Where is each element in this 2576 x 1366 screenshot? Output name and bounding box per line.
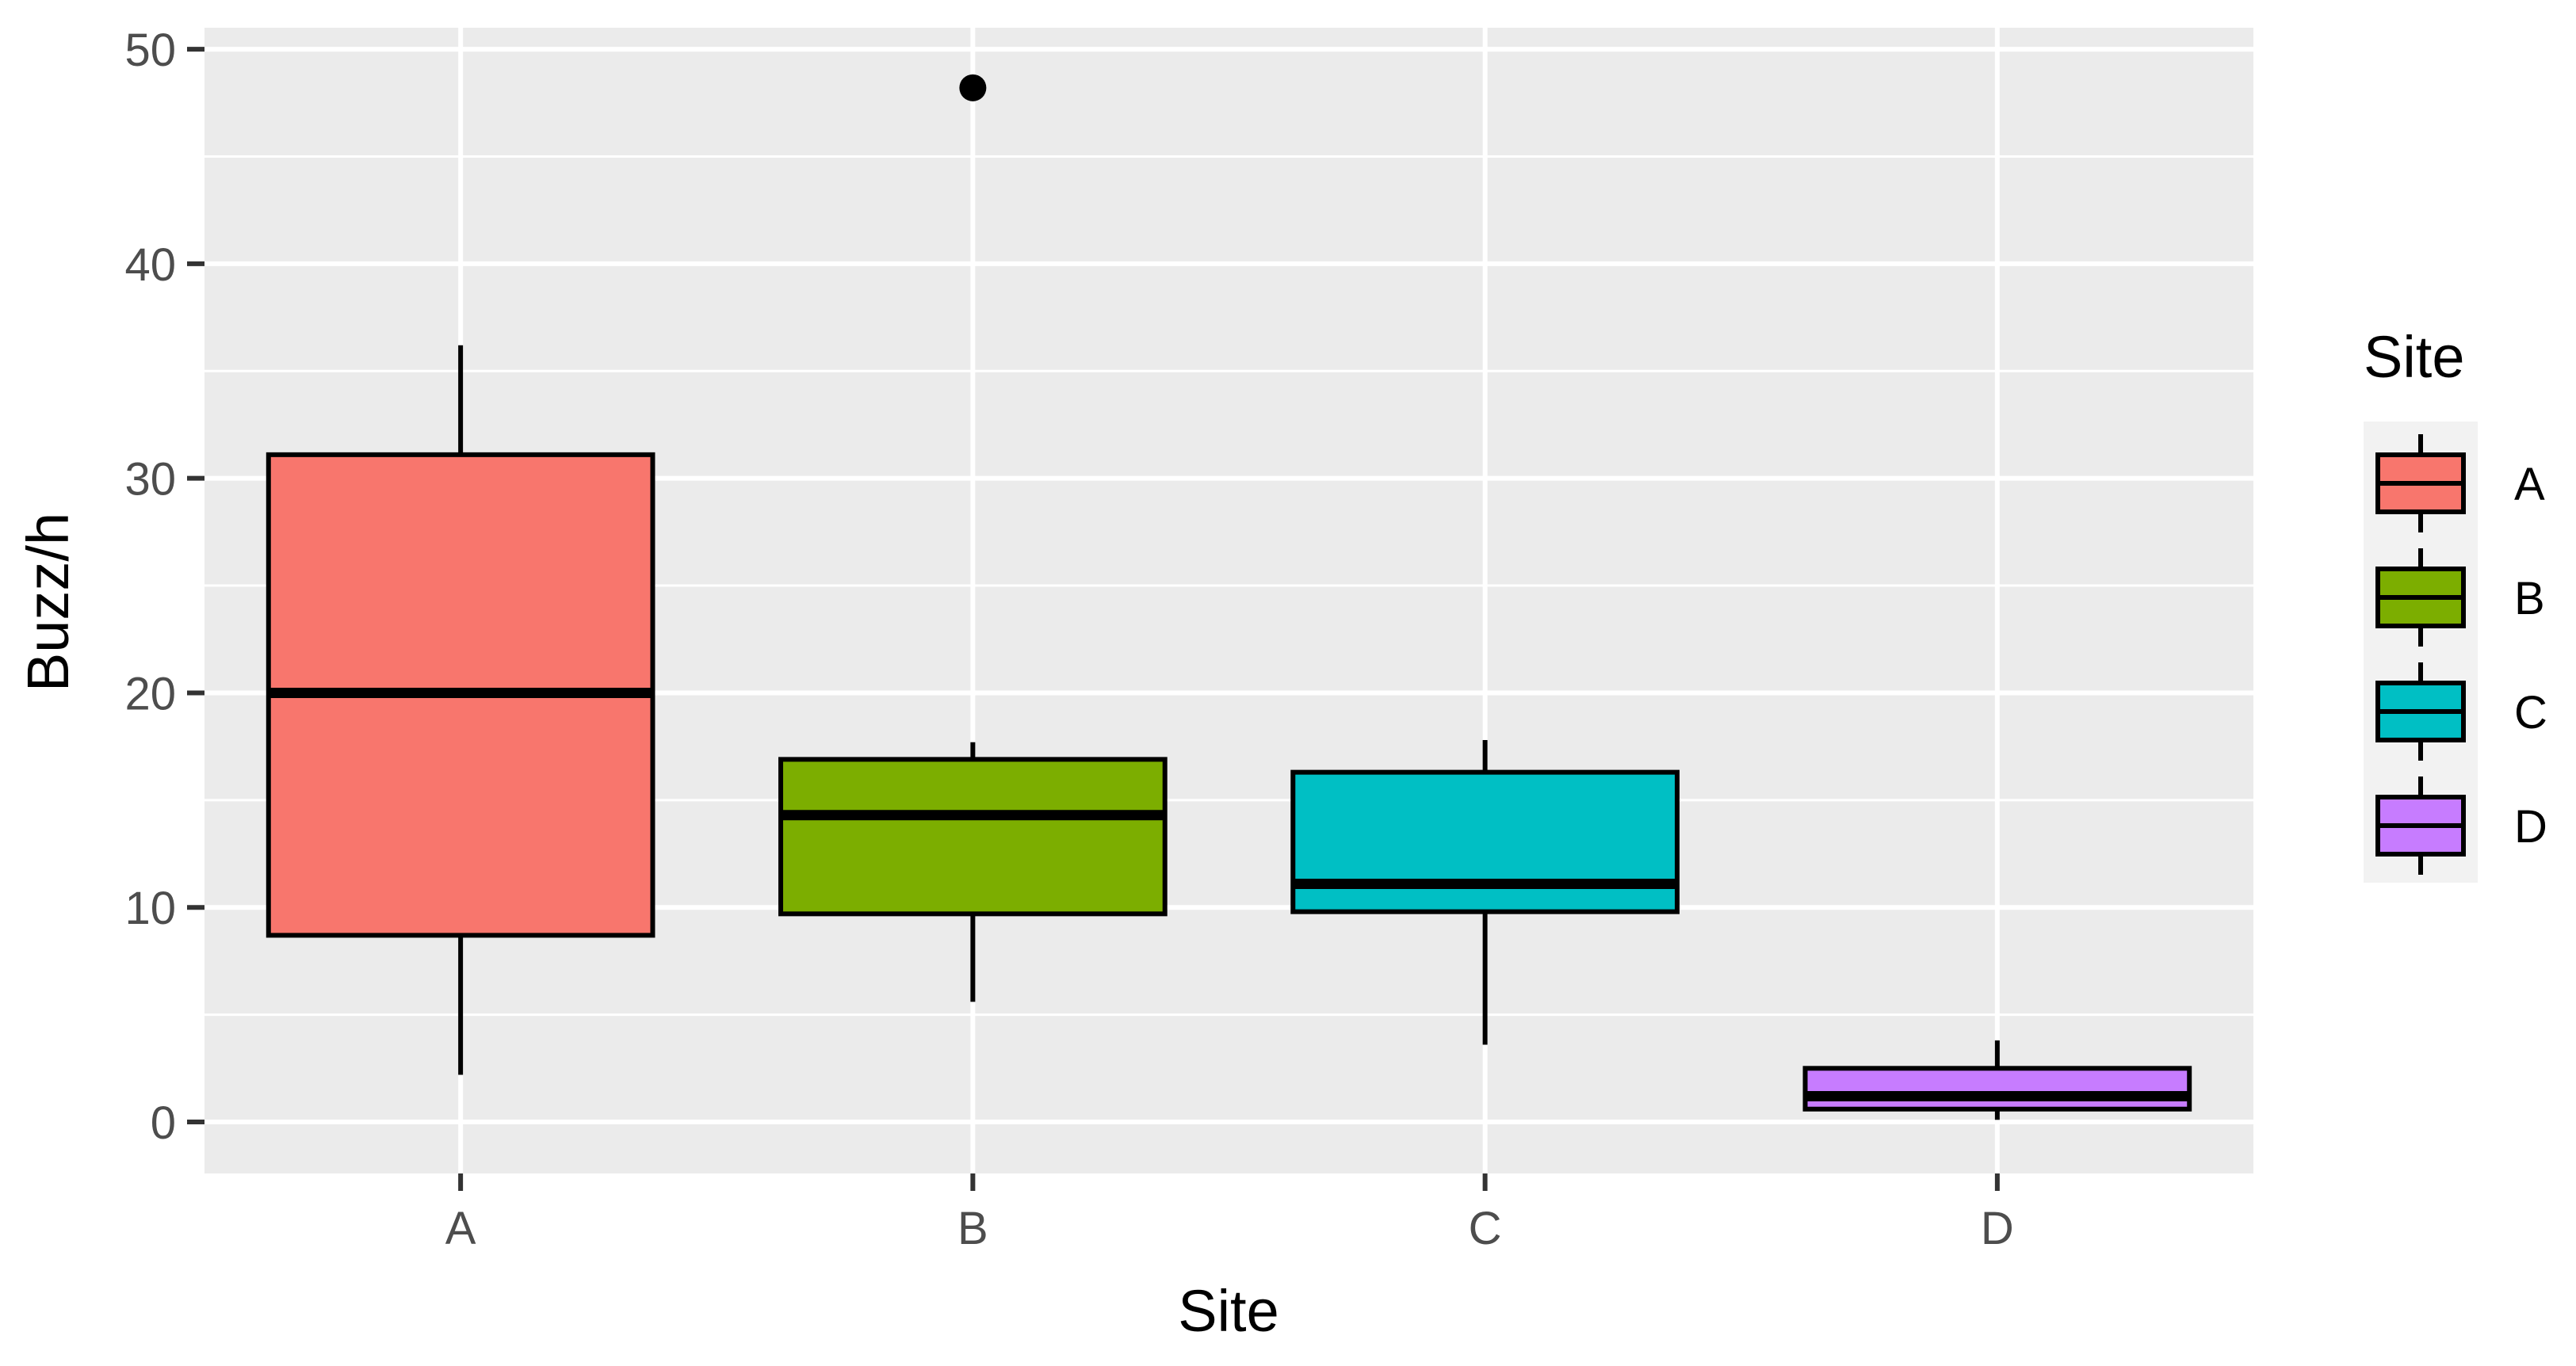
legend-label: D [2514, 801, 2547, 853]
legend-keys: A B C D [2375, 434, 2547, 875]
y-tick-label: 30 [124, 454, 176, 506]
boxes [266, 452, 2192, 1112]
x-tick-label: A [445, 1203, 476, 1254]
y-axis-title: Buzz/h [15, 513, 81, 692]
legend-label: C [2514, 687, 2547, 738]
x-axis-title: Site [1178, 1278, 1279, 1344]
y-tick-label: 10 [124, 883, 176, 934]
outlier-point [959, 74, 987, 101]
legend-label: A [2514, 459, 2545, 510]
legend-label: B [2514, 573, 2545, 624]
box-b [778, 757, 1168, 917]
whiskers [458, 345, 2000, 1120]
x-tick-label: C [1469, 1203, 1502, 1254]
y-tick-label: 0 [151, 1097, 176, 1149]
legend: Site A B C D [2364, 324, 2547, 883]
y-tick-label: 40 [124, 239, 176, 291]
legend-title: Site [2364, 324, 2465, 390]
x-tick-label: D [1981, 1203, 2014, 1254]
x-tick-label: B [957, 1203, 988, 1254]
y-tick-label: 20 [124, 668, 176, 719]
axes: 0 10 20 30 40 50 A B C D [124, 25, 2013, 1254]
box-c [1290, 769, 1680, 914]
outlier-points [959, 74, 987, 101]
y-tick-label: 50 [124, 25, 176, 76]
box-d [1802, 1066, 2192, 1112]
